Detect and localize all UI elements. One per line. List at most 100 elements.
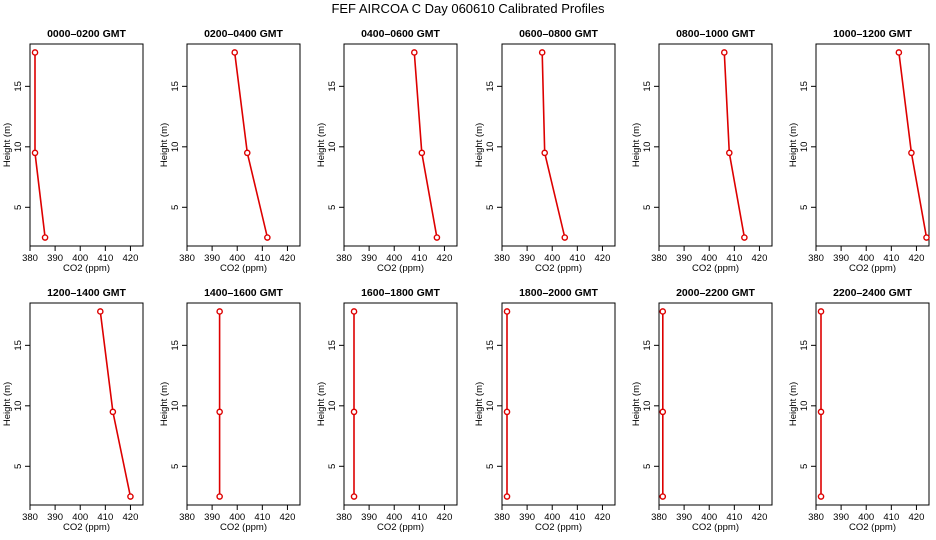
y-tick-label: 15 bbox=[799, 81, 810, 92]
y-tick-label: 10 bbox=[799, 142, 810, 153]
profile-line bbox=[723, 52, 746, 238]
panel-title: 2200–2400 GMT bbox=[833, 287, 912, 299]
x-tick-label: 390 bbox=[361, 253, 377, 264]
data-point bbox=[41, 234, 49, 241]
data-point bbox=[659, 408, 667, 416]
x-tick-label: 400 bbox=[229, 253, 245, 264]
x-tick-label: 410 bbox=[569, 512, 585, 523]
x-tick-label: 420 bbox=[909, 253, 925, 264]
y-axis-label: Height (m) bbox=[474, 382, 485, 426]
x-axis-label: CO2 (ppm) bbox=[849, 263, 896, 274]
x-tick-label: 390 bbox=[47, 512, 63, 523]
profile-line bbox=[99, 311, 132, 497]
y-axis-label: Height (m) bbox=[631, 123, 642, 167]
x-tick-label: 380 bbox=[179, 253, 195, 264]
data-point bbox=[97, 308, 104, 315]
x-tick-label: 410 bbox=[883, 253, 899, 264]
plot-frame bbox=[29, 43, 144, 247]
x-tick-label: 420 bbox=[437, 253, 453, 264]
x-tick-label: 420 bbox=[909, 512, 925, 523]
y-axis-label: Height (m) bbox=[316, 382, 327, 426]
x-tick-label: 390 bbox=[519, 512, 535, 523]
panel-title: 0400–0600 GMT bbox=[361, 28, 440, 40]
x-tick-label: 390 bbox=[833, 253, 849, 264]
data-point bbox=[216, 308, 223, 315]
data-point bbox=[109, 408, 117, 416]
y-tick-label: 5 bbox=[799, 464, 810, 469]
x-axis-label: CO2 (ppm) bbox=[220, 263, 267, 274]
y-tick-label: 5 bbox=[642, 464, 653, 469]
x-axis-label: CO2 (ppm) bbox=[535, 522, 582, 533]
data-point bbox=[923, 234, 930, 241]
x-tick-label: 410 bbox=[411, 253, 427, 264]
y-axis-label: Height (m) bbox=[631, 382, 642, 426]
x-tick-label: 380 bbox=[179, 512, 195, 523]
x-tick-label: 400 bbox=[229, 512, 245, 523]
y-tick-label: 10 bbox=[13, 142, 24, 153]
plot-frame bbox=[186, 302, 301, 506]
data-point bbox=[433, 234, 441, 241]
y-axis-label: Height (m) bbox=[788, 123, 799, 167]
x-tick-label: 390 bbox=[47, 253, 63, 264]
y-tick-label: 10 bbox=[170, 142, 181, 153]
y-tick-label: 5 bbox=[485, 464, 496, 469]
data-point bbox=[895, 49, 903, 56]
y-tick-label: 10 bbox=[170, 401, 181, 412]
x-axis-label: CO2 (ppm) bbox=[377, 522, 424, 533]
x-tick-label: 380 bbox=[494, 512, 510, 523]
data-point bbox=[726, 149, 733, 157]
data-point bbox=[817, 408, 825, 416]
y-tick-label: 10 bbox=[485, 401, 496, 412]
y-tick-label: 15 bbox=[485, 81, 496, 92]
plot-frame bbox=[501, 43, 616, 247]
x-tick-label: 420 bbox=[752, 512, 768, 523]
x-tick-label: 420 bbox=[595, 253, 611, 264]
profile-line bbox=[898, 52, 928, 238]
x-tick-label: 420 bbox=[437, 512, 453, 523]
x-tick-label: 380 bbox=[651, 512, 667, 523]
plot-frame bbox=[29, 302, 144, 506]
y-tick-label: 5 bbox=[13, 205, 24, 210]
x-tick-label: 380 bbox=[808, 253, 824, 264]
y-tick-label: 10 bbox=[327, 142, 338, 153]
data-point bbox=[503, 308, 511, 315]
y-axis-label: Height (m) bbox=[159, 123, 170, 167]
x-tick-label: 410 bbox=[254, 253, 270, 264]
plot-frame bbox=[658, 302, 773, 506]
y-tick-label: 15 bbox=[13, 81, 24, 92]
panel-title: 1800–2000 GMT bbox=[519, 287, 598, 299]
data-point bbox=[659, 493, 667, 500]
data-point bbox=[216, 408, 223, 416]
y-axis-label: Height (m) bbox=[316, 123, 327, 167]
x-tick-label: 380 bbox=[651, 253, 667, 264]
profile-line bbox=[541, 52, 566, 238]
x-tick-label: 380 bbox=[494, 253, 510, 264]
x-axis-label: CO2 (ppm) bbox=[692, 522, 739, 533]
x-tick-label: 380 bbox=[22, 253, 38, 264]
data-point bbox=[231, 49, 239, 56]
panel-title: 0000–0200 GMT bbox=[47, 28, 126, 40]
x-tick-label: 400 bbox=[858, 253, 874, 264]
y-axis-label: Height (m) bbox=[474, 123, 485, 167]
y-axis-label: Height (m) bbox=[788, 382, 799, 426]
x-tick-label: 420 bbox=[752, 253, 768, 264]
data-point bbox=[561, 234, 569, 241]
profile-line bbox=[233, 52, 269, 238]
data-point bbox=[350, 308, 358, 315]
x-tick-label: 380 bbox=[336, 253, 352, 264]
y-tick-label: 5 bbox=[13, 464, 24, 469]
panel-title: 0200–0400 GMT bbox=[204, 28, 283, 40]
y-tick-label: 10 bbox=[799, 401, 810, 412]
x-tick-label: 390 bbox=[833, 512, 849, 523]
panel-title: 1200–1400 GMT bbox=[47, 287, 126, 299]
y-tick-label: 5 bbox=[170, 464, 181, 469]
y-tick-label: 15 bbox=[642, 81, 653, 92]
x-axis-label: CO2 (ppm) bbox=[220, 522, 267, 533]
data-point bbox=[659, 308, 667, 315]
plot-frame bbox=[186, 43, 301, 247]
y-tick-label: 5 bbox=[799, 205, 810, 210]
x-axis-label: CO2 (ppm) bbox=[849, 522, 896, 533]
plot-frame bbox=[343, 302, 458, 506]
data-point bbox=[243, 149, 251, 157]
x-tick-label: 410 bbox=[726, 253, 742, 264]
